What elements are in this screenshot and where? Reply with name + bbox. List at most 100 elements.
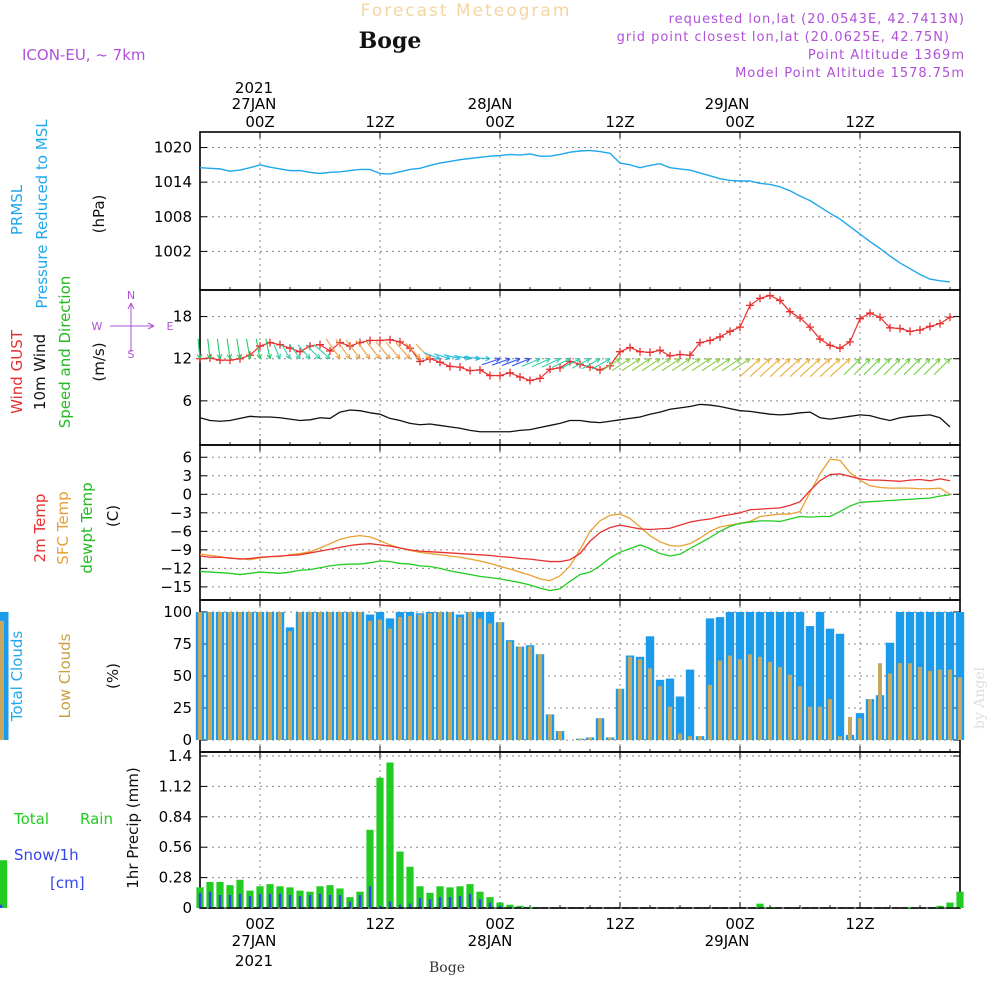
wind-arrow-shaft	[903, 358, 921, 376]
y-tick-label: 0	[182, 485, 192, 503]
y-tick-label: 0	[182, 731, 192, 749]
snow-bar	[298, 896, 302, 908]
wind-arrow-head	[925, 358, 931, 364]
wind-arrow-shaft	[671, 358, 691, 372]
wind-arrow-shaft	[701, 358, 721, 372]
gust-marker	[386, 335, 394, 344]
panel-0: 1020 1014 1008 1002	[154, 131, 961, 291]
wind-arrow-head	[236, 353, 243, 360]
low-cloud-bar	[658, 686, 662, 740]
wind-arrow	[681, 358, 701, 372]
rain-bar	[366, 829, 374, 908]
wind-arrow	[561, 358, 581, 369]
wind-arrow-shaft	[273, 344, 281, 359]
snow-bar	[408, 903, 412, 908]
snow-bar	[478, 899, 482, 908]
compass-legend: N S W E	[92, 289, 174, 361]
bottom-date-label: 27JAN	[232, 932, 277, 950]
wind-arrow-head	[634, 358, 641, 364]
gust-marker	[636, 347, 644, 356]
wind-arrow	[799, 358, 821, 378]
grid-point-coords: grid point closest lon,lat (20.0625E, 42…	[617, 30, 950, 45]
wind-arrow-shaft	[197, 338, 201, 359]
wind-arrow-shaft	[521, 358, 541, 367]
wind-arrow	[789, 358, 811, 378]
wind-arrow-head	[395, 353, 401, 360]
low-cloud-bar	[858, 718, 862, 740]
gust-marker	[706, 336, 714, 345]
snow-bar	[438, 897, 442, 908]
wind-arrow-head	[674, 358, 681, 364]
wind-arrow	[289, 344, 301, 360]
low-cloud-bar	[338, 612, 342, 740]
wind-arrow-shaft	[491, 358, 511, 366]
y-tick-label: 6	[182, 448, 192, 466]
dewpt-line	[199, 494, 951, 592]
wind-arrow-shaft	[739, 358, 761, 378]
low-cloud-bar	[288, 631, 292, 740]
wind-arrow-shaft	[641, 358, 661, 372]
snow-bar	[218, 894, 222, 908]
wind-arrow	[521, 357, 541, 367]
wind-arrow-shaft	[799, 358, 821, 378]
rain-bar	[436, 886, 444, 908]
wind-arrow	[581, 358, 601, 370]
wind-arrow-shaft	[453, 355, 471, 360]
y-tick-label: −9	[170, 541, 192, 559]
low-cloud-bar	[228, 612, 232, 740]
bottom-year-label: 2021	[235, 952, 273, 970]
wind-arrow-shaft	[691, 358, 711, 372]
low-cloud-bar	[668, 706, 672, 740]
low-cloud-bar	[208, 612, 212, 740]
top-tick-label: 00Z	[245, 113, 274, 131]
gust-marker	[366, 336, 374, 345]
total-cloud-bar	[825, 628, 835, 740]
total-clouds-label: Total Clouds	[8, 631, 26, 723]
low-cloud-bar	[218, 612, 222, 740]
pressure-unit: (hPa)	[90, 195, 108, 234]
low-cloud-bar	[868, 699, 872, 740]
low-cloud-bar	[398, 617, 402, 740]
gust-marker	[866, 309, 874, 318]
top-tick-label: 00Z	[485, 113, 514, 131]
y-tick-label: 18	[173, 308, 192, 326]
gust-marker	[896, 324, 904, 333]
low-cloud-bar	[258, 612, 262, 740]
wind-arrow	[843, 358, 861, 376]
low-cloud-bar	[378, 619, 382, 740]
wind-arrow-head	[775, 358, 781, 364]
precip-axis-label: 1hr Precip (mm)	[124, 767, 142, 888]
wind-arrow	[641, 358, 661, 372]
snow-bar	[208, 891, 212, 908]
wind-arrow-head	[624, 358, 631, 364]
y-tick-label: 0.56	[159, 838, 192, 856]
wind-arrow	[671, 358, 691, 372]
snow-bar	[338, 894, 342, 908]
y-tick-label: −6	[170, 522, 192, 540]
gust-label: Wind GUST	[8, 329, 26, 414]
wind-arrow	[809, 358, 831, 378]
gust-marker	[276, 340, 284, 349]
y-tick-label: 100	[163, 603, 192, 621]
low-cloud-bar	[528, 646, 532, 740]
rain-bar	[416, 886, 424, 908]
gust-marker	[466, 366, 474, 375]
wind-arrow-shaft	[819, 358, 841, 378]
gust-marker	[396, 337, 404, 346]
gust-marker	[676, 350, 684, 359]
low-cloud-bar	[648, 668, 652, 740]
top-time-axis: 2021 27JAN 28JAN 29JAN 00Z 12Z 00Z 12Z 00Z 12…	[232, 79, 875, 131]
gust-marker	[946, 313, 954, 322]
gust-marker	[846, 337, 854, 346]
wind-arrow-head	[614, 358, 621, 364]
wind-arrow-head	[375, 353, 381, 360]
low-cloud-bar	[328, 612, 332, 740]
wind-arrow	[255, 338, 262, 360]
gust-marker	[516, 372, 524, 381]
wind-arrow	[913, 358, 931, 376]
wind-arrow	[923, 358, 941, 376]
gust-marker	[666, 351, 674, 360]
gust-marker	[536, 374, 544, 383]
wind-arrow-head	[275, 353, 281, 360]
